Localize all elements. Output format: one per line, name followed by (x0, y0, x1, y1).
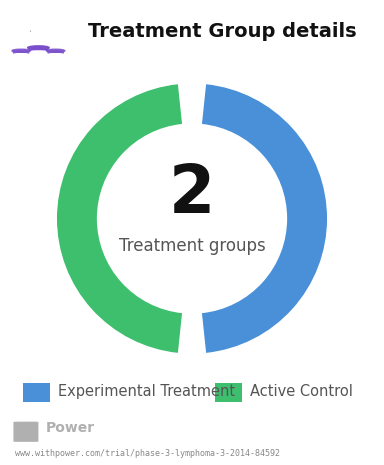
Wedge shape (202, 84, 327, 353)
Circle shape (28, 46, 49, 49)
Text: Active Control: Active Control (250, 385, 353, 399)
FancyBboxPatch shape (23, 383, 50, 402)
Text: Treatment groups: Treatment groups (119, 237, 265, 255)
Text: Power: Power (46, 421, 95, 436)
Wedge shape (57, 84, 182, 353)
Text: Experimental Treatment: Experimental Treatment (58, 385, 235, 399)
FancyBboxPatch shape (13, 422, 38, 442)
Text: ⛹: ⛹ (30, 31, 31, 32)
Circle shape (12, 49, 30, 52)
Text: www.withpower.com/trial/phase-3-lymphoma-3-2014-84592: www.withpower.com/trial/phase-3-lymphoma… (15, 449, 280, 458)
Text: 2: 2 (169, 161, 215, 227)
Circle shape (46, 49, 65, 52)
FancyBboxPatch shape (215, 383, 242, 402)
Text: Treatment Group details: Treatment Group details (88, 22, 357, 41)
